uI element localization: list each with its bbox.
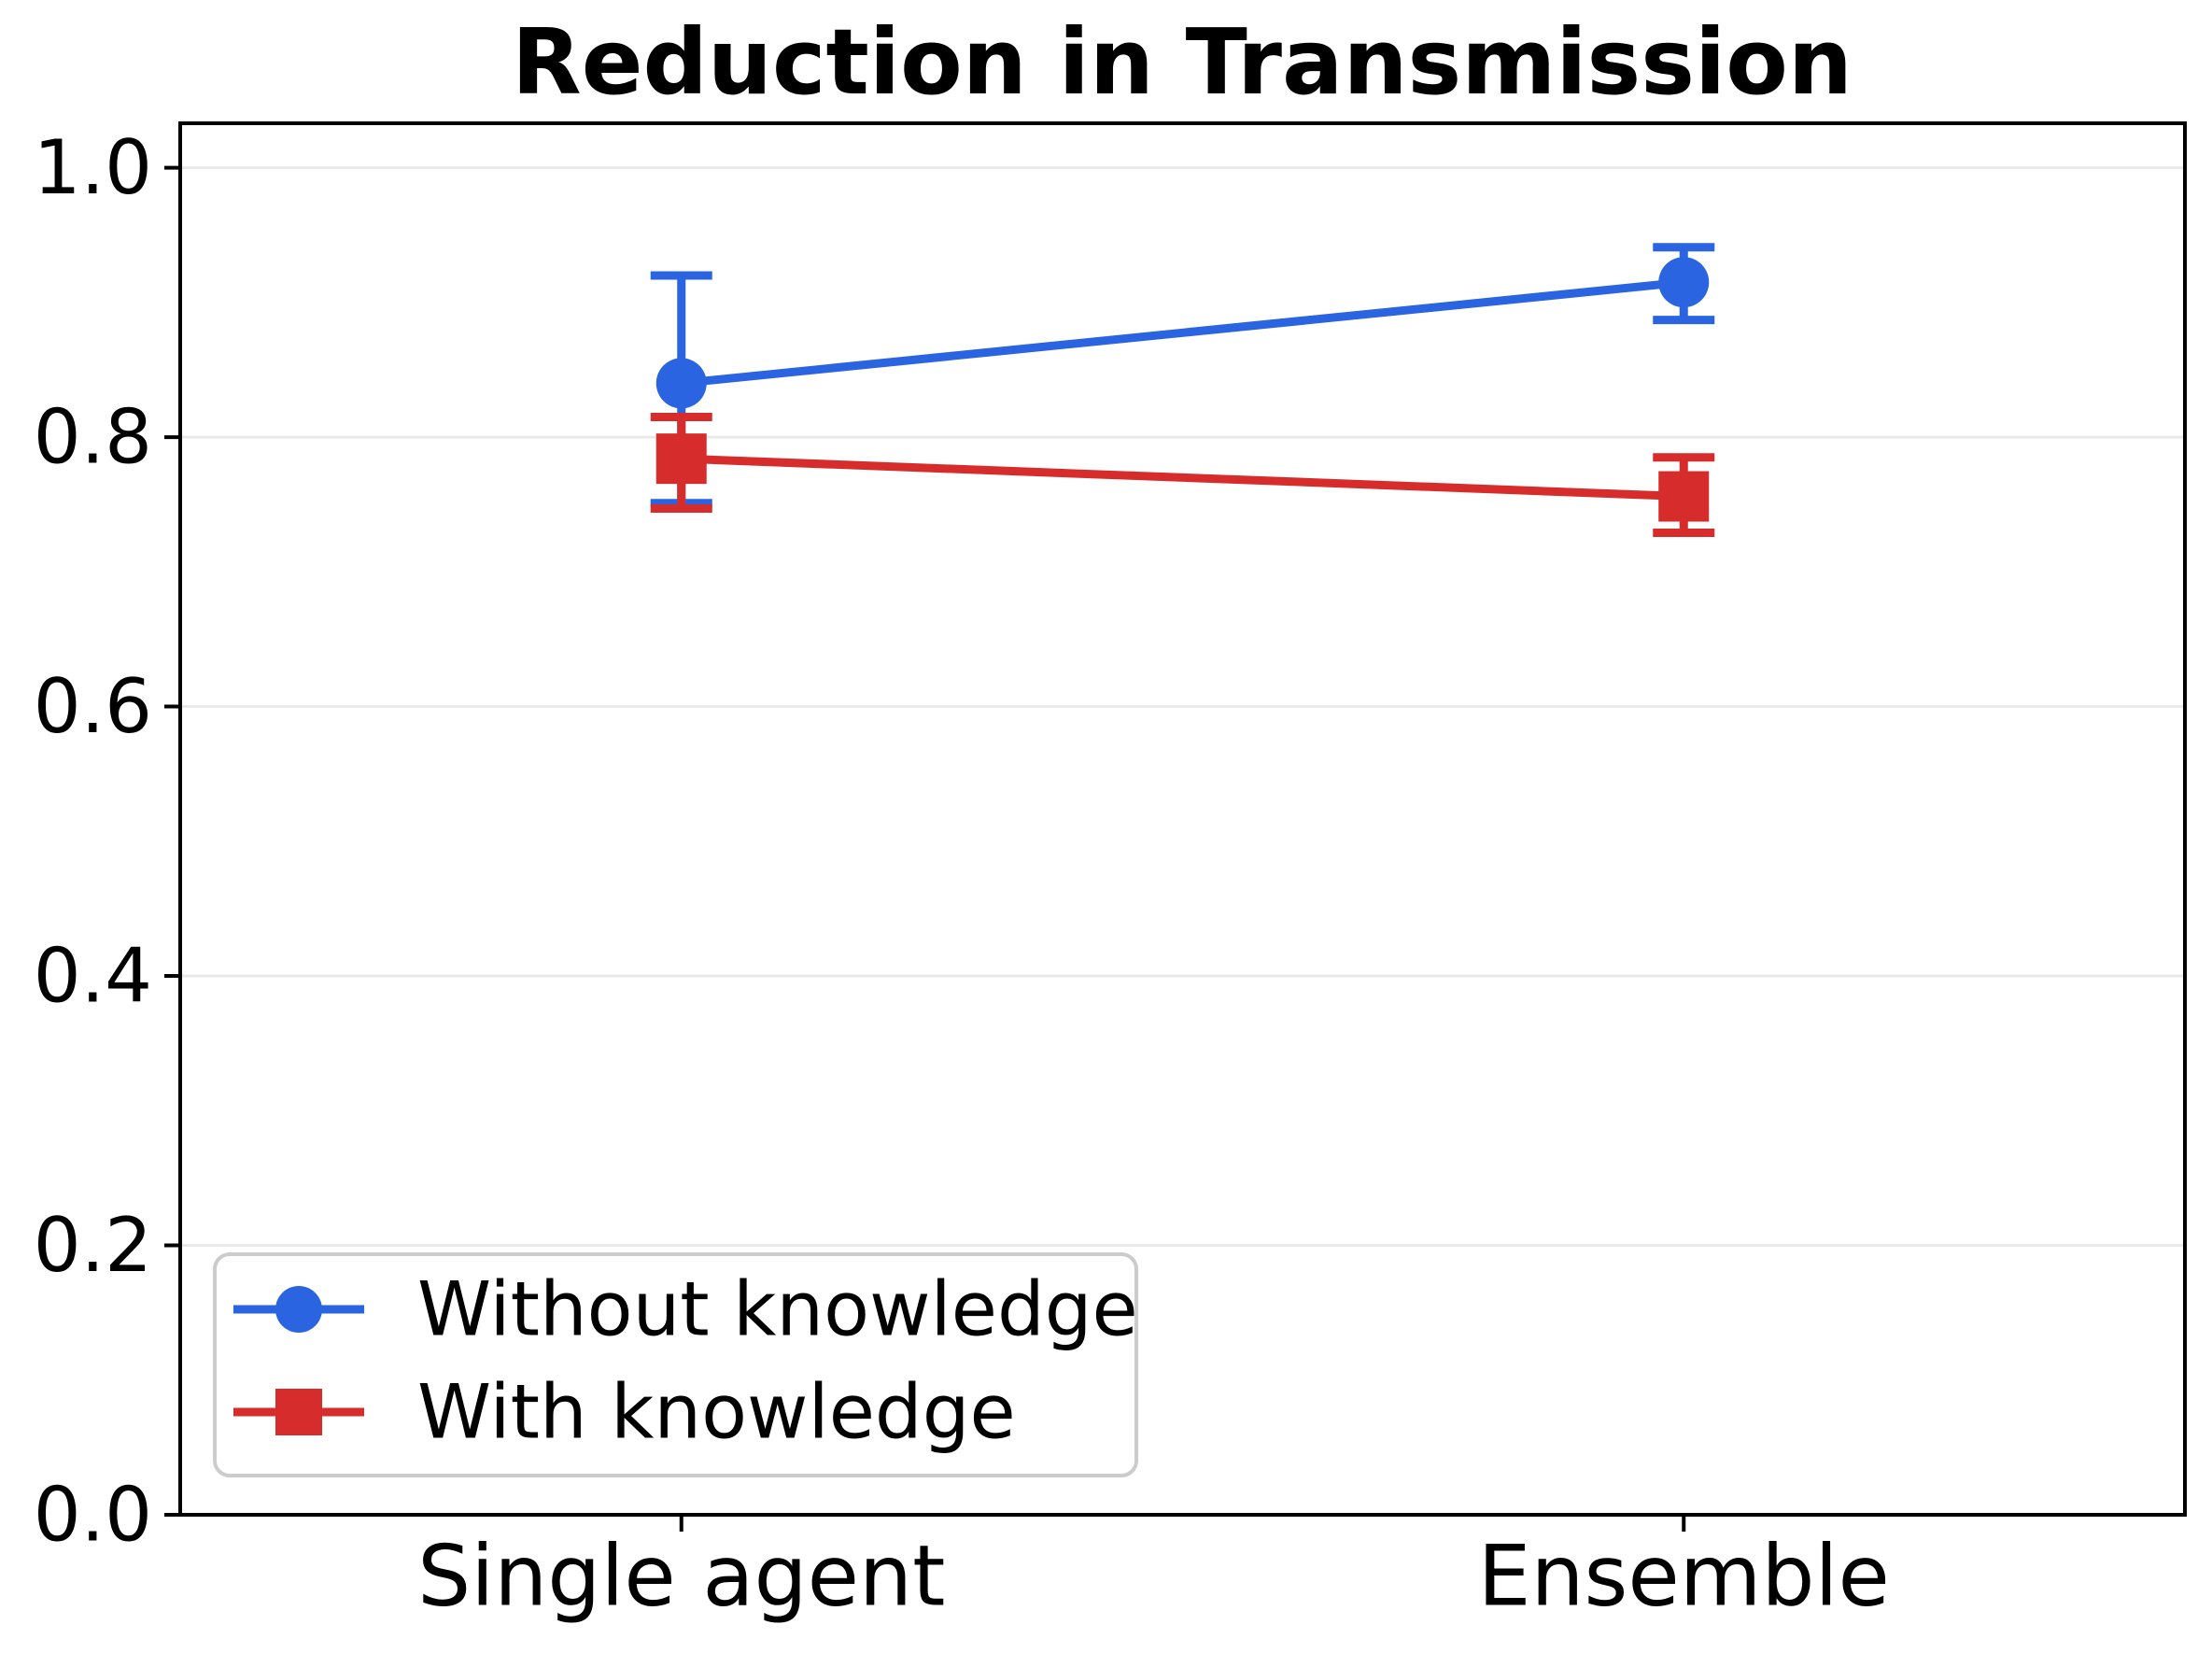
y-tick-label: 0.0 xyxy=(34,1472,152,1559)
chart-title: Reduction in Transmission xyxy=(512,9,1853,115)
y-tick-label: 1.0 xyxy=(34,124,152,211)
series-with-knowledge xyxy=(650,412,1715,537)
legend-label: Without knowledge xyxy=(417,1266,1138,1353)
legend-square-marker xyxy=(275,1389,322,1435)
data-point-square xyxy=(655,433,707,485)
legend-circle-marker xyxy=(275,1286,322,1333)
legend-label: With knowledge xyxy=(417,1369,1016,1456)
x-tick-label: Single agent xyxy=(417,1527,945,1625)
series-line xyxy=(681,454,1684,502)
data-point-square xyxy=(1658,471,1710,522)
x-tick-label: Ensemble xyxy=(1478,1527,1890,1625)
legend-entry-without-knowledge: Without knowledge xyxy=(233,1266,1138,1353)
legend-entry-with-knowledge: With knowledge xyxy=(233,1369,1016,1456)
data-series xyxy=(650,243,1715,537)
data-point-circle xyxy=(655,358,707,409)
series-line xyxy=(681,277,1684,388)
y-tick-label: 0.2 xyxy=(34,1202,152,1289)
data-point-circle xyxy=(1658,257,1710,308)
legend-box xyxy=(213,1252,1138,1477)
y-tick-label: 0.8 xyxy=(34,394,152,481)
y-tick-label: 0.4 xyxy=(34,933,152,1020)
legend: Without knowledge With knowledge xyxy=(213,1252,1138,1477)
gridlines xyxy=(180,166,2185,1248)
plot-spines xyxy=(178,121,2187,1517)
axes: 0.0 0.2 0.4 0.6 0.8 1.0 Single agent Ensemble xyxy=(34,121,2187,1625)
y-tick-label: 0.6 xyxy=(34,663,152,750)
